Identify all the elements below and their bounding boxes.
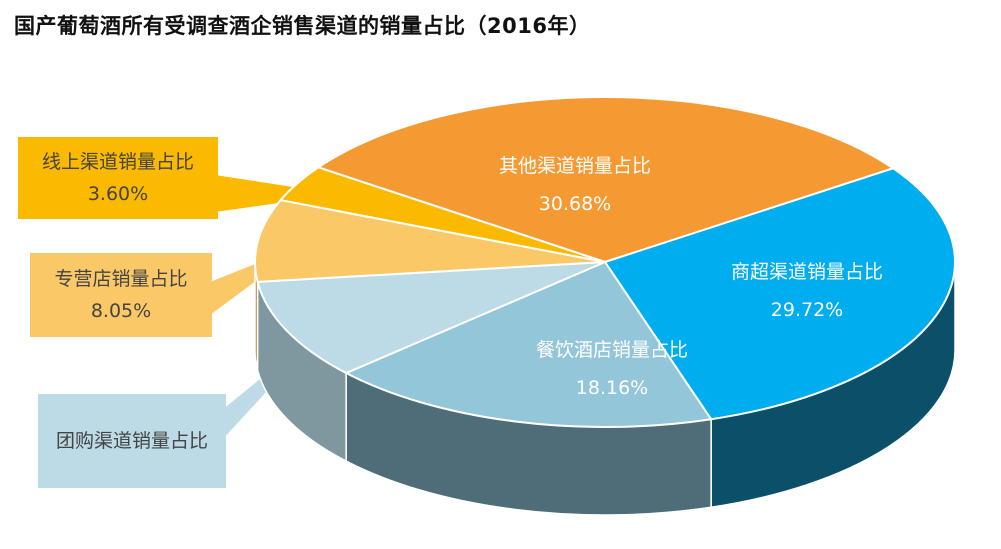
pie-slice-1	[604, 167, 956, 421]
slice-label-value-1: 29.72%	[771, 299, 843, 321]
pie-slice-4	[254, 199, 606, 283]
pie-slice-2	[345, 261, 713, 429]
callout-group-purchase-name: 团购渠道销量占比	[56, 430, 209, 452]
slice-label-name-1: 商超渠道销量占比	[731, 261, 883, 283]
slice-label-value-2: 18.16%	[576, 377, 648, 399]
slice-label-value-0: 30.68%	[539, 193, 611, 215]
callout-specialty-store-value: 8.05%	[90, 300, 152, 322]
pie-tops	[254, 96, 956, 429]
callout-specialty-store: 专营店销量占比 8.05%	[30, 253, 212, 337]
pie-slice-3	[256, 261, 606, 375]
pie-labels: 其他渠道销量占比 30.68% 商超渠道销量占比 29.72% 餐饮酒店销量占比 18.1…	[499, 155, 883, 399]
slice-label-name-0: 其他渠道销量占比	[499, 155, 651, 177]
callout-online-name: 线上渠道销量占比	[41, 151, 194, 173]
chart-title: 国产葡萄酒所有受调查酒企销售渠道的销量占比（2016年）	[14, 14, 591, 38]
slice-label-name-2: 餐饮酒店销量占比	[536, 339, 688, 361]
callout-online-value: 3.60%	[87, 183, 149, 205]
pie-sides	[254, 261, 956, 516]
pie-slice-0	[317, 96, 895, 263]
callout-pointer-0	[215, 175, 341, 212]
callout-specialty-store-name: 专营店销量占比	[54, 268, 188, 290]
callout-online: 线上渠道销量占比 3.60%	[18, 137, 218, 219]
callout-group-purchase: 团购渠道销量占比	[38, 394, 226, 488]
pie-slice-5	[279, 166, 606, 263]
